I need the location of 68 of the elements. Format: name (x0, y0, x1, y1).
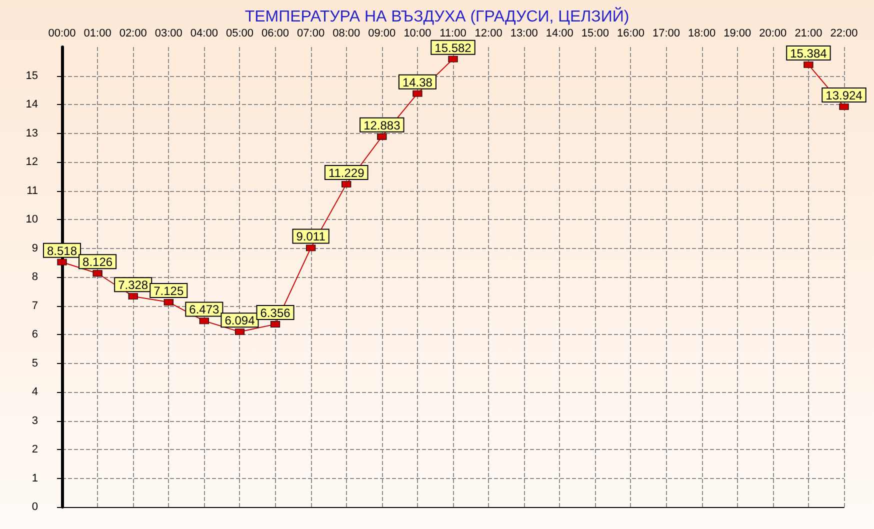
point (270, 321, 280, 328)
x-tick-label: 07:00 (297, 28, 325, 40)
y-tick-label: 8 (32, 271, 38, 283)
data-label: 12.883 (364, 118, 401, 132)
y-tick-label: 0 (32, 501, 38, 513)
y-tick-label: 6 (32, 328, 38, 340)
data-label: 6.094 (224, 314, 256, 328)
x-tick-label: 05:00 (226, 28, 254, 40)
point (804, 61, 814, 68)
point (57, 258, 67, 266)
data-label: 13.924 (826, 88, 863, 102)
chart-title: ТЕМПЕРАТУРА НА ВЪЗДУХА (ГРАДУСИ, ЦЕЛЗИЙ) (244, 6, 630, 26)
x-tick-label: 01:00 (84, 28, 112, 40)
y-tick-label: 13 (26, 127, 38, 140)
x-tick-label: 17:00 (652, 28, 680, 40)
y-tick-label: 1 (32, 472, 38, 484)
data-label: 8.518 (46, 244, 78, 258)
point (92, 270, 102, 277)
y-tick-label: 14 (26, 98, 38, 110)
x-tick-label: 14:00 (546, 28, 574, 40)
data-label: 14.38 (402, 75, 433, 90)
x-tick-label: 20:00 (759, 28, 787, 40)
point (839, 103, 849, 110)
x-tick-label: 04:00 (190, 28, 218, 40)
x-tick-label: 12:00 (474, 28, 502, 40)
x-tick-label: 09:00 (368, 28, 396, 40)
data-label: 9.011 (296, 230, 326, 244)
y-tick-label: 11 (26, 184, 38, 197)
point (412, 90, 422, 97)
x-tick-label: 22:00 (830, 28, 858, 40)
x-tick-label: 19:00 (724, 28, 752, 40)
y-tick-label: 5 (32, 357, 38, 370)
y-tick-label: 3 (32, 414, 38, 427)
x-tick-label: 08:00 (332, 28, 360, 40)
y-tick-label: 10 (26, 214, 38, 226)
data-label: 6.356 (260, 306, 291, 320)
point (377, 133, 387, 140)
x-tick-label: 16:00 (616, 28, 644, 40)
y-tick-label: 2 (32, 444, 38, 456)
x-tick-label: 15:00 (581, 28, 609, 40)
point (342, 180, 352, 188)
point (306, 244, 316, 252)
x-tick-label: 10:00 (404, 28, 432, 40)
x-tick-label: 18:00 (688, 28, 716, 40)
y-tick-label: 4 (32, 386, 38, 398)
point (164, 298, 174, 306)
data-label: 15.582 (434, 40, 472, 55)
data-label: 11.229 (328, 166, 365, 180)
point (199, 318, 209, 324)
y-tick-label: 15 (26, 70, 38, 82)
data-label: 8.126 (82, 255, 113, 270)
y-tick-label: 7 (32, 300, 38, 312)
data-label: 7.328 (118, 278, 148, 292)
x-tick-label: 03:00 (154, 28, 182, 40)
x-tick-label: 02:00 (119, 28, 147, 40)
point (448, 56, 458, 62)
point (128, 293, 138, 300)
x-tick-label: 13:00 (510, 28, 538, 40)
y-tick-label: 12 (26, 156, 38, 168)
data-label: 7.125 (154, 284, 184, 298)
data-label: 15.384 (790, 46, 828, 61)
data-label: 6.473 (189, 302, 220, 317)
point (234, 328, 244, 336)
x-tick-label: 21:00 (794, 28, 822, 40)
x-tick-label: 06:00 (262, 28, 290, 40)
y-tick-label: 9 (32, 242, 38, 254)
x-tick-label: 00:00 (48, 28, 76, 40)
x-tick-label: 11:00 (440, 28, 466, 40)
